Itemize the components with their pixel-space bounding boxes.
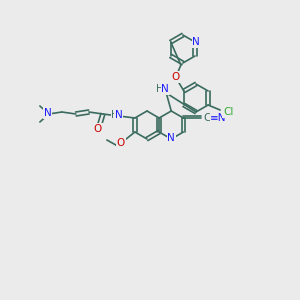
Text: O: O xyxy=(94,124,102,134)
Text: N: N xyxy=(161,84,169,94)
Text: Cl: Cl xyxy=(223,107,233,117)
Text: N: N xyxy=(115,110,123,120)
Text: N: N xyxy=(192,37,200,47)
Text: N: N xyxy=(44,108,52,118)
Text: H: H xyxy=(156,84,163,94)
Text: N: N xyxy=(167,133,175,143)
Text: O: O xyxy=(117,138,125,148)
Text: H: H xyxy=(111,110,118,120)
Text: ≡N: ≡N xyxy=(210,113,226,123)
Text: C: C xyxy=(204,113,211,123)
Text: O: O xyxy=(172,72,180,82)
